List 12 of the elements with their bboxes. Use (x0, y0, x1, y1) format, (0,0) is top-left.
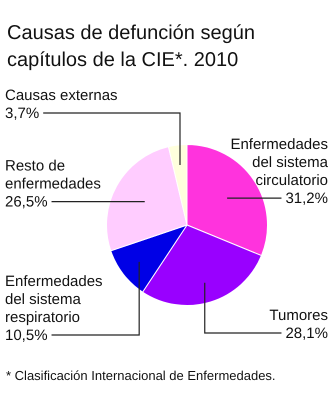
slice-label: Tumores (269, 307, 328, 324)
data-label: 28,1% (285, 325, 328, 342)
chart-title: Causas de defunción según capítulos de la CIE*. 2010 (7, 21, 256, 73)
slice-label: Enfermedades del sistema circulatorio (230, 136, 329, 190)
data-label: 26,5% (5, 194, 48, 211)
text: * Clasificación Internacional de Enfermedades. (6, 368, 276, 383)
data-label: 31,2% (285, 190, 328, 208)
slice-label: Causas externas (5, 87, 118, 104)
slice-label: Enfermedades del sistema respiratorio (5, 273, 103, 326)
slice-label: Resto de enfermedades (5, 158, 101, 193)
data-label: 10,5% (5, 327, 48, 344)
data-label: 3,7% (5, 105, 40, 122)
